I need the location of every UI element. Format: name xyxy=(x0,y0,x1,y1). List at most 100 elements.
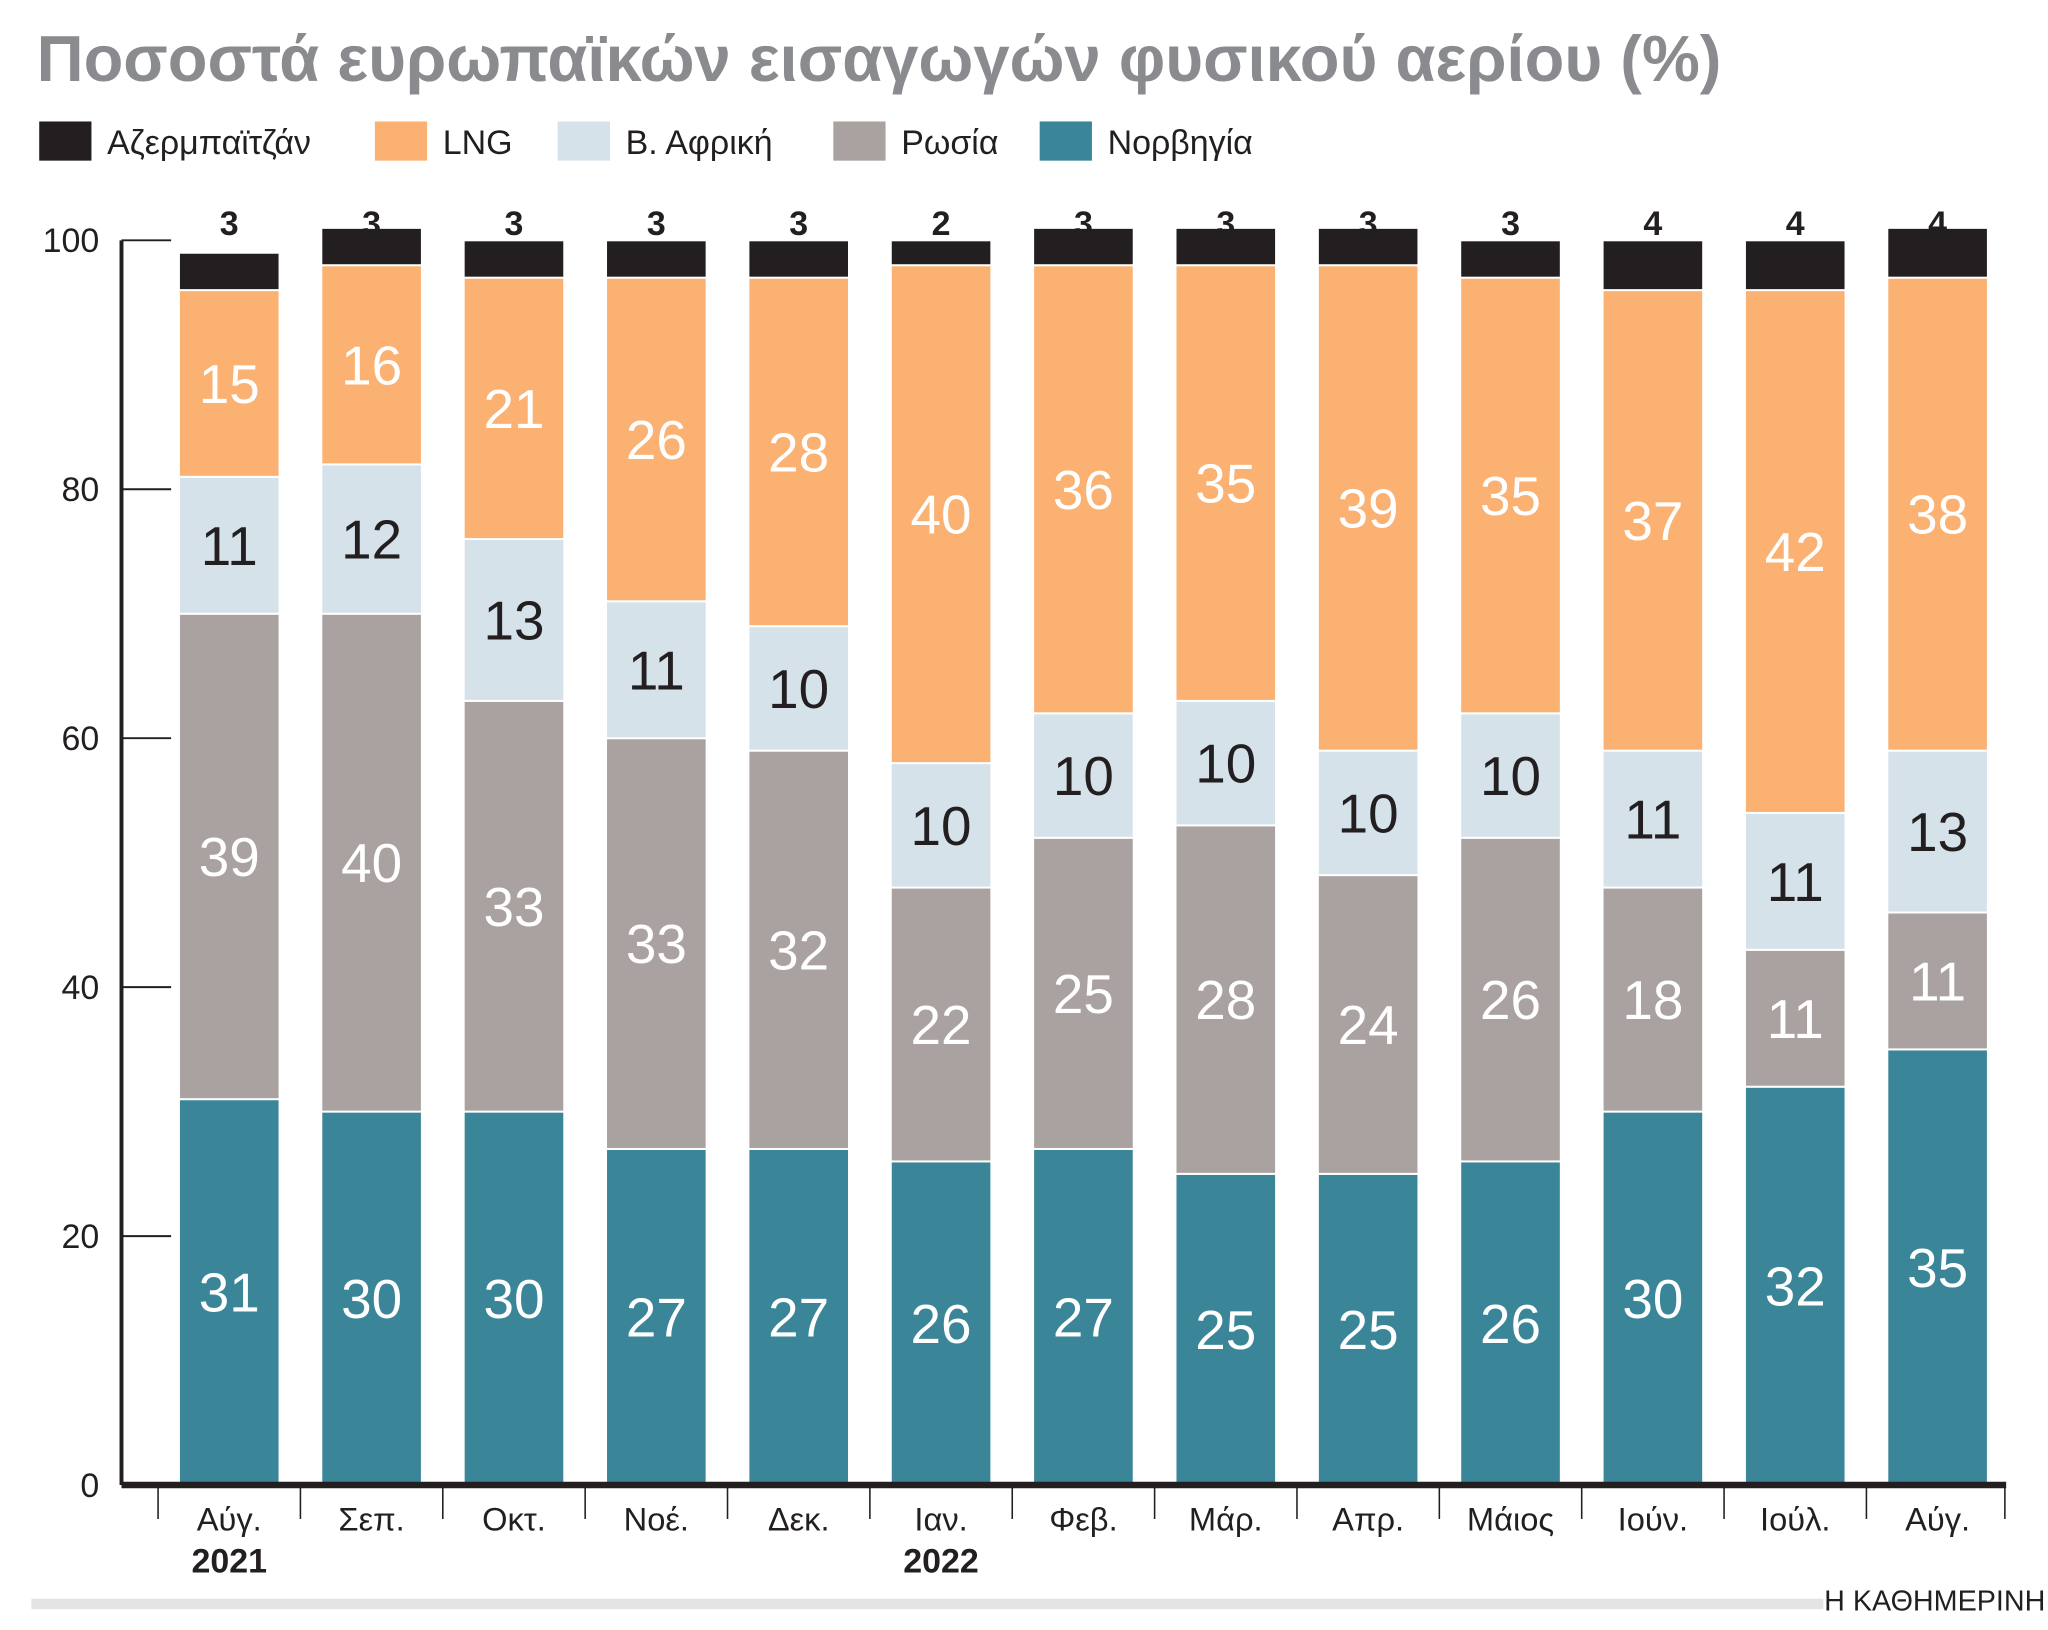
data-label: 26 xyxy=(1480,1293,1541,1355)
legend: Αζερμπαϊτζάν LNG Β. Αφρική Ρωσία Νορβηγία xyxy=(39,121,1253,162)
bar-segment xyxy=(177,289,281,478)
data-label: 15 xyxy=(199,353,260,415)
data-label: 38 xyxy=(1907,484,1968,546)
data-label: 33 xyxy=(626,913,687,975)
bar-segment xyxy=(1743,948,1847,1088)
data-label: 26 xyxy=(626,409,687,471)
data-label: 26 xyxy=(1480,969,1541,1031)
data-label: 3 xyxy=(220,205,239,243)
data-label: 35 xyxy=(1907,1237,1968,1299)
bar-segment xyxy=(605,600,708,740)
bar-segment xyxy=(1601,289,1705,752)
bar-segment xyxy=(1886,911,1989,1051)
data-label: 40 xyxy=(911,484,972,546)
bar-segment xyxy=(1032,1147,1135,1487)
legend-swatch xyxy=(374,121,428,161)
data-label: 28 xyxy=(1195,969,1256,1031)
bar-segment xyxy=(1032,264,1135,715)
bar-segment xyxy=(605,737,708,1150)
data-label: 3 xyxy=(362,205,381,243)
bar-segment xyxy=(1459,836,1562,1163)
legend-swatch xyxy=(557,121,610,161)
bar-segment xyxy=(462,1110,566,1487)
bar-segment xyxy=(1601,749,1705,889)
data-label: 3 xyxy=(1216,205,1235,243)
legend-label: LNG xyxy=(443,124,513,162)
bar-segment xyxy=(462,538,566,702)
legend-swatch xyxy=(833,121,886,161)
bar-segment xyxy=(1743,1085,1847,1487)
data-label: 10 xyxy=(1338,782,1399,844)
bar-segment xyxy=(1316,226,1420,267)
bar-segment xyxy=(320,612,423,1113)
y-tick-label: 80 xyxy=(62,471,100,509)
bar-segment xyxy=(1174,226,1278,267)
data-label: 11 xyxy=(628,639,685,701)
data-label: 10 xyxy=(1195,733,1256,795)
data-label: 10 xyxy=(911,795,972,857)
bar-segment xyxy=(605,276,708,603)
bar-segment xyxy=(177,612,281,1101)
data-label: 32 xyxy=(1765,1255,1826,1317)
data-label: 13 xyxy=(483,590,544,652)
bar-segment xyxy=(320,264,423,466)
bar-segment xyxy=(747,276,850,628)
data-label: 11 xyxy=(1624,789,1681,851)
x-tick-label: Φεβ. xyxy=(1049,1501,1117,1538)
bar-segment xyxy=(1886,226,1989,279)
bar-segment xyxy=(1316,874,1420,1175)
bar-segment xyxy=(1459,239,1562,279)
data-label: 12 xyxy=(341,509,402,571)
bar-segment xyxy=(1886,749,1989,914)
bar-segment xyxy=(1601,886,1705,1113)
data-label: 11 xyxy=(1767,851,1824,913)
data-label: 27 xyxy=(768,1287,829,1349)
bar-segment xyxy=(462,699,566,1113)
data-label: 2 xyxy=(932,205,951,243)
data-label: 3 xyxy=(789,205,808,243)
bar-segment xyxy=(889,264,993,765)
x-tick-label: Νοέ. xyxy=(624,1501,689,1538)
bar-segment xyxy=(1886,1048,1989,1487)
data-label: 39 xyxy=(1338,478,1399,540)
data-label: 10 xyxy=(1480,745,1541,807)
footer-bar xyxy=(31,1598,1824,1610)
x-tick-label: Μάρ. xyxy=(1189,1501,1263,1538)
data-label: 30 xyxy=(341,1268,402,1330)
axes: 0 20 40 60 80 100 Αύγ. Σεπ. Οκτ. Νοέ. Δεκ. Ιαν. Φεβ.… xyxy=(43,222,2007,1581)
bars: 3139111533040121633033132132733112632732… xyxy=(177,205,1989,1487)
bar-segment xyxy=(462,239,566,279)
data-label: 18 xyxy=(1622,969,1683,1031)
legend-label: Ρωσία xyxy=(901,124,998,162)
bar-segment xyxy=(605,239,708,279)
bar-segment xyxy=(1743,289,1847,814)
year-label: 2022 xyxy=(903,1543,979,1581)
y-tick-label: 40 xyxy=(62,969,100,1007)
bar-segment xyxy=(1743,239,1847,292)
bar-segment xyxy=(1032,836,1135,1150)
legend-label: Αζερμπαϊτζάν xyxy=(107,124,311,162)
data-label: 40 xyxy=(341,832,402,894)
bar-segment xyxy=(1316,749,1420,877)
chart-title: Ποσοστά ευρωπαϊκών εισαγωγών φυσικού αερ… xyxy=(37,22,1722,95)
legend-label: Νορβηγία xyxy=(1108,124,1253,162)
bar-segment xyxy=(1174,824,1278,1175)
data-label: 27 xyxy=(626,1287,687,1349)
data-label: 4 xyxy=(1643,205,1662,243)
bar-segment xyxy=(320,226,423,267)
data-label: 21 xyxy=(483,378,544,440)
data-label: 42 xyxy=(1765,521,1826,583)
bar-segment xyxy=(1174,264,1278,702)
x-tick-label: Οκτ. xyxy=(482,1501,546,1538)
data-label: 25 xyxy=(1338,1299,1399,1361)
data-label: 26 xyxy=(911,1293,972,1355)
bar-segment xyxy=(177,1098,281,1487)
data-label: 32 xyxy=(768,919,829,981)
y-tick-label: 20 xyxy=(62,1218,100,1256)
bar-segment xyxy=(320,1110,423,1487)
data-label: 35 xyxy=(1480,465,1541,527)
bar-segment xyxy=(1032,712,1135,839)
data-label: 11 xyxy=(1767,988,1824,1050)
data-label: 3 xyxy=(1074,205,1093,243)
data-label: 36 xyxy=(1053,459,1114,521)
